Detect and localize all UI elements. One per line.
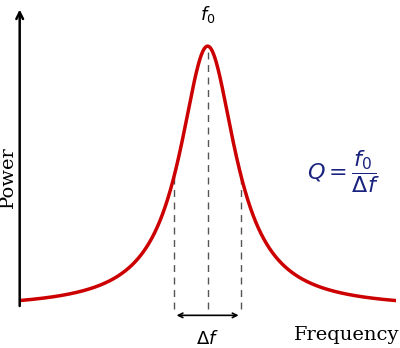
Text: Power: Power xyxy=(0,147,18,208)
Text: $f_0$: $f_0$ xyxy=(200,4,215,25)
Text: $Q = \dfrac{f_0}{\Delta f}$: $Q = \dfrac{f_0}{\Delta f}$ xyxy=(306,149,379,196)
Text: Frequency: Frequency xyxy=(294,326,399,344)
Text: $\Delta f$: $\Delta f$ xyxy=(196,330,219,348)
